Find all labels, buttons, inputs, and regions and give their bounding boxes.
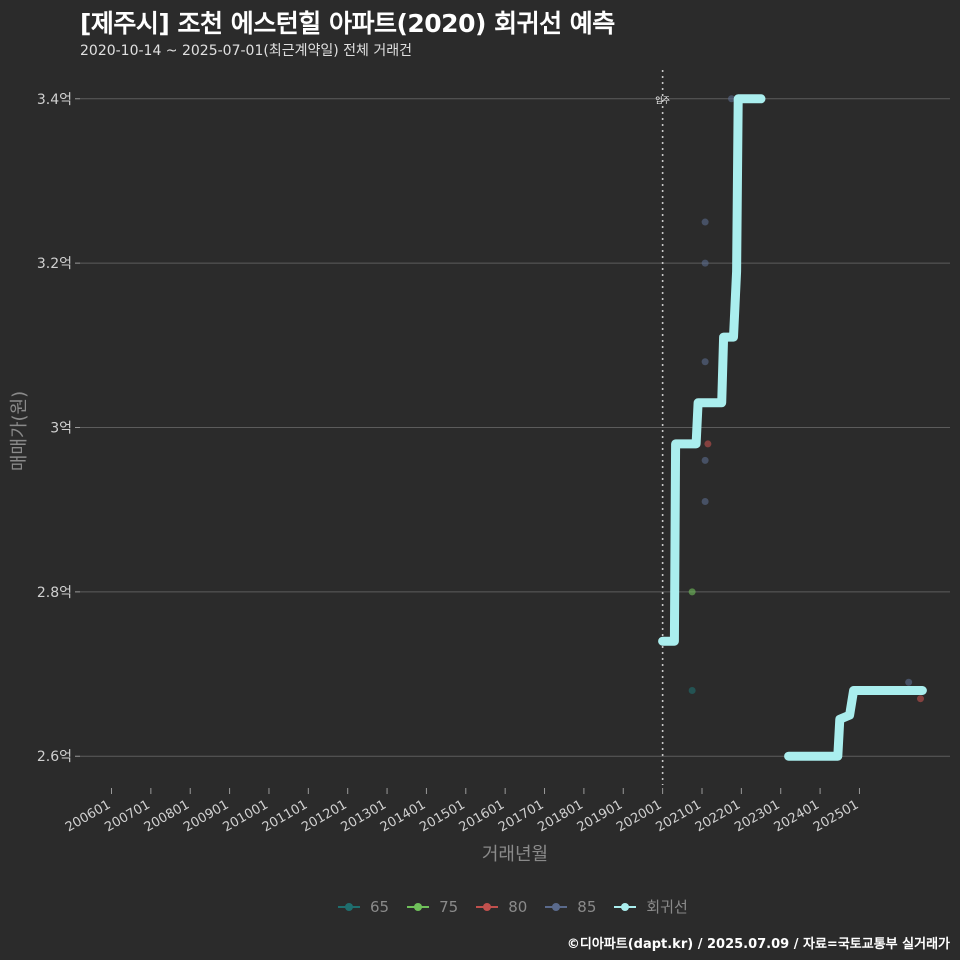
regression-line: [658, 94, 766, 646]
data-point-85: [701, 497, 709, 505]
y-axis-label: 매매가(원): [9, 390, 30, 472]
chart-title: [제주시] 조천 에스턴힐 아파트(2020) 회귀선 예측: [80, 9, 615, 38]
data-point-80: [916, 695, 924, 703]
data-point-85: [701, 259, 709, 267]
data-point-85: [701, 456, 709, 464]
data-point-85: [701, 218, 709, 226]
chart-subtitle: 2020-10-14 ~ 2025-07-01(최근계약일) 전체 거래건: [80, 43, 412, 59]
y-tick-label: 3.4억: [37, 92, 72, 108]
legend-item-65: 65: [338, 898, 389, 916]
legend-label: 65: [370, 897, 390, 916]
y-tick-label: 2.8억: [37, 585, 72, 601]
x-axis-label: 거래년월: [481, 844, 549, 865]
legend-label: 80: [508, 897, 528, 916]
legend-item-regression: 회귀선: [614, 896, 688, 917]
y-tick-label: 3.2억: [37, 256, 72, 272]
legend-item-85: 85: [545, 898, 596, 916]
legend-label: 85: [577, 897, 597, 916]
legend-key-icon: [545, 901, 568, 913]
legend-item-75: 75: [407, 898, 458, 916]
legend-key-icon: [614, 901, 637, 913]
x-tick-label: 202501: [811, 797, 861, 835]
source-caption: ©디아파트(dapt.kr) / 2025.07.09 / 자료=국토교통부 실…: [566, 937, 950, 952]
data-point-85: [905, 678, 913, 686]
legend-label: 75: [439, 897, 459, 916]
legend: 65 75 80 85 회귀선: [338, 896, 706, 917]
data-point-75: [688, 588, 696, 596]
y-tick-label: 2.6억: [37, 749, 72, 765]
legend-key-icon: [476, 901, 499, 913]
data-point-80: [704, 440, 712, 448]
regression-line: [784, 686, 927, 761]
legend-key-icon: [338, 901, 360, 913]
data-point-65: [688, 686, 696, 694]
data-point-85: [728, 95, 736, 103]
data-point-85: [701, 358, 709, 366]
y-tick-label: 3억: [50, 421, 72, 437]
legend-label: 회귀선: [646, 898, 688, 916]
legend-key-icon: [407, 901, 430, 913]
legend-item-80: 80: [476, 898, 527, 916]
move-in-marker-label: 입주: [655, 96, 670, 105]
